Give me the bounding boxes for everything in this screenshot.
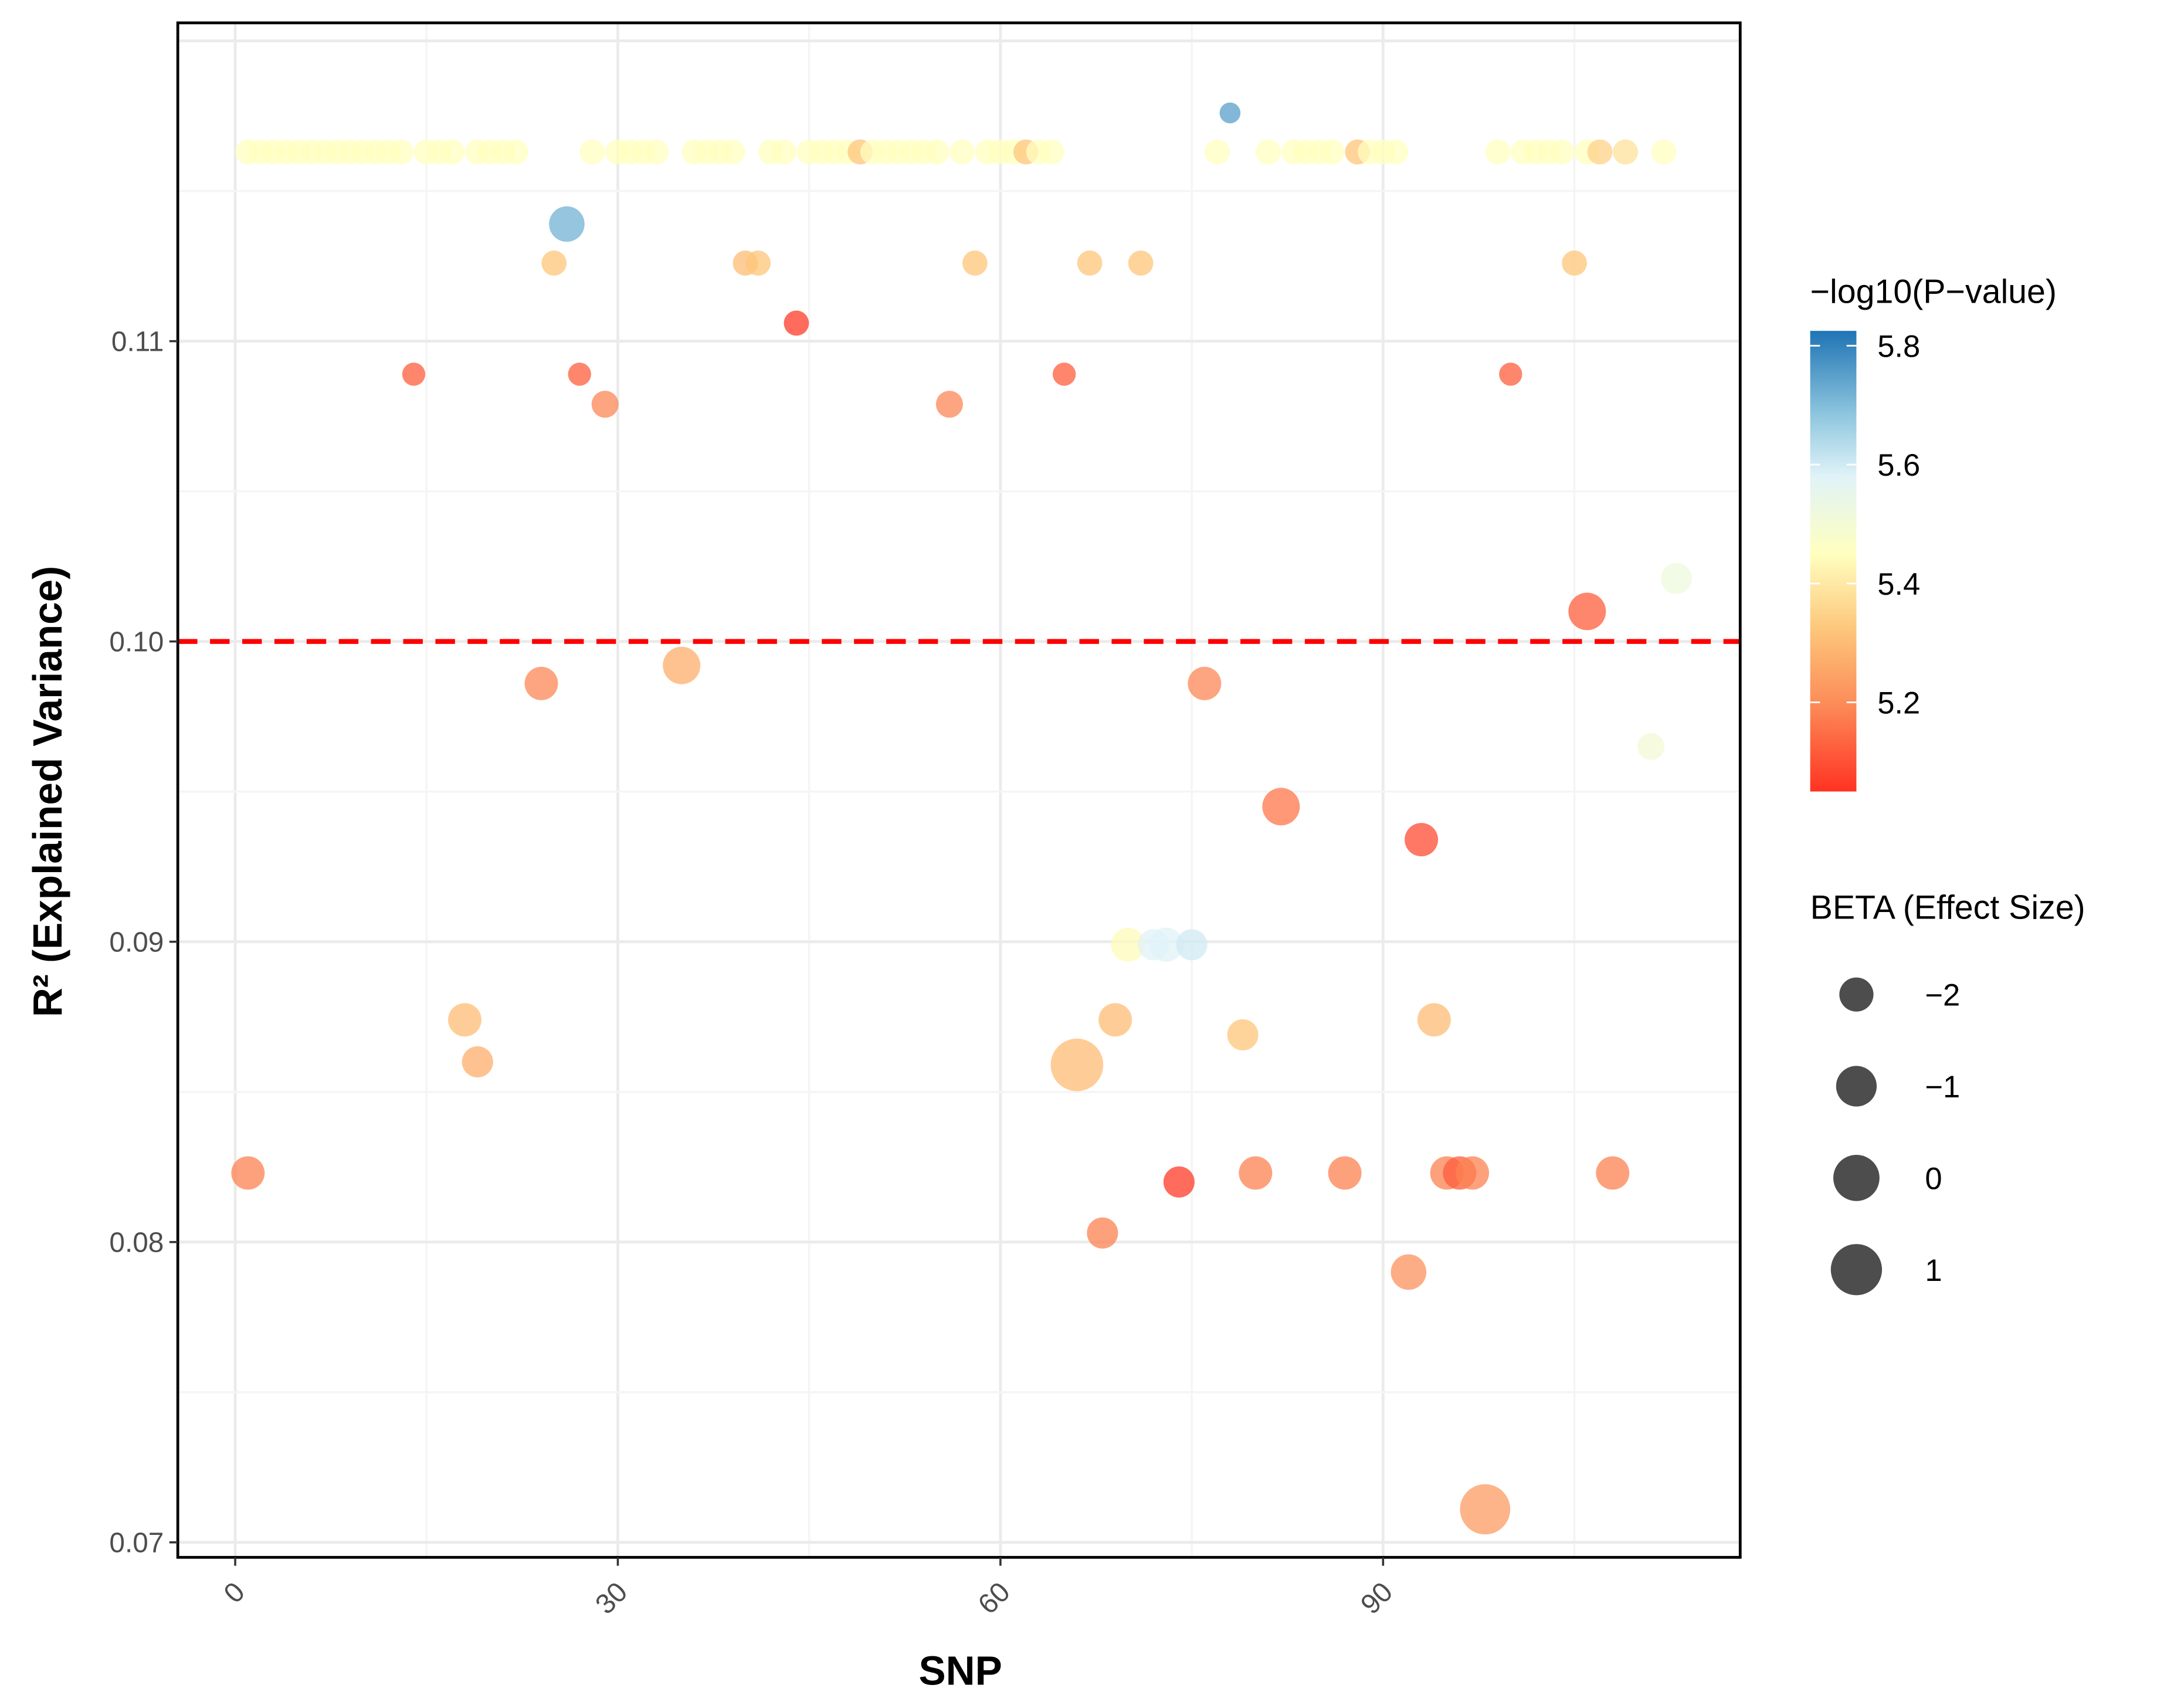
data-point — [388, 139, 414, 165]
colorbar — [1810, 331, 1857, 792]
data-points — [231, 102, 1693, 1535]
data-point — [1562, 250, 1587, 276]
colorbar-tick-label: 5.6 — [1877, 448, 1920, 483]
panel-border — [176, 21, 1742, 1559]
data-point — [448, 1003, 481, 1037]
size-legend: BETA (Effect Size) −2 −1 0 1 — [1810, 889, 2085, 1296]
data-point — [924, 139, 949, 165]
data-point — [949, 139, 975, 165]
y-tick-label: 0.10 — [109, 626, 164, 657]
data-point — [439, 139, 465, 165]
data-point — [1039, 139, 1064, 165]
data-point — [1111, 927, 1145, 962]
size-legend-swatch — [1833, 1154, 1880, 1201]
size-legend-title: BETA (Effect Size) — [1810, 889, 2085, 927]
data-point — [1613, 139, 1638, 165]
colorbar-tick-label: 5.2 — [1877, 686, 1920, 721]
size-legend-label: −2 — [1925, 978, 1960, 1013]
data-point — [579, 139, 605, 165]
data-point — [1227, 1019, 1259, 1050]
size-legend-swatch — [1839, 977, 1874, 1012]
color-legend-title: −log10(P−value) — [1810, 273, 2057, 310]
size-legend-swatch — [1830, 1244, 1883, 1296]
data-point — [1149, 927, 1183, 962]
y-tick-label: 0.08 — [109, 1227, 164, 1258]
x-axis-title: SNP — [918, 1648, 1002, 1694]
data-point — [402, 362, 426, 386]
data-point — [503, 139, 528, 165]
data-point — [663, 646, 701, 684]
size-legend-label: 0 — [1925, 1161, 1942, 1196]
color-legend: −log10(P−value) 5.8 5.6 5.4 5.2 — [1810, 273, 2057, 792]
colorbar-tick-label: 5.4 — [1877, 567, 1920, 602]
data-point — [1239, 1156, 1273, 1190]
data-point — [745, 250, 771, 276]
data-point — [1456, 1156, 1490, 1190]
data-point — [524, 666, 558, 700]
data-point — [1596, 1156, 1630, 1190]
data-point — [462, 1046, 493, 1078]
data-point — [1651, 139, 1677, 165]
y-tick-label: 0.09 — [109, 927, 164, 958]
data-point — [1485, 139, 1511, 165]
data-point — [1549, 139, 1575, 165]
data-point — [720, 139, 745, 165]
y-tick-label: 0.07 — [109, 1527, 164, 1558]
data-point — [1587, 139, 1613, 165]
y-axis-title: R² (Explained Variance) — [25, 566, 70, 1017]
y-axis: 0.07 0.08 0.09 0.10 0.11 — [109, 326, 178, 1558]
data-point — [1460, 1484, 1511, 1535]
data-point — [591, 391, 619, 418]
data-point — [1328, 1156, 1362, 1190]
data-point — [1637, 733, 1665, 760]
data-point — [1391, 1254, 1427, 1290]
data-point — [962, 250, 988, 276]
data-point — [1077, 250, 1103, 276]
y-tick-label: 0.11 — [111, 326, 164, 357]
data-point — [1256, 139, 1281, 165]
size-legend-label: −1 — [1925, 1070, 1960, 1104]
data-point — [541, 250, 567, 276]
data-point — [1660, 562, 1693, 594]
data-point — [935, 391, 963, 418]
data-point — [1052, 362, 1076, 386]
data-point — [1568, 592, 1606, 630]
data-point — [771, 139, 796, 165]
data-point — [1087, 1217, 1118, 1249]
data-point — [1098, 1003, 1132, 1037]
data-point — [1499, 362, 1522, 386]
data-point — [1188, 666, 1222, 700]
data-point — [1176, 929, 1208, 961]
data-point — [1417, 1003, 1451, 1037]
data-point — [1128, 250, 1154, 276]
data-point — [1405, 823, 1439, 857]
data-point — [784, 310, 809, 336]
data-point — [1319, 139, 1345, 165]
data-point — [1219, 102, 1241, 124]
data-point — [1050, 1038, 1104, 1091]
size-legend-label: 1 — [1925, 1253, 1942, 1288]
data-point — [643, 139, 669, 165]
colorbar-tick-label: 5.8 — [1877, 330, 1920, 364]
data-point — [549, 206, 585, 242]
size-legend-swatch — [1836, 1066, 1877, 1107]
data-point — [231, 1156, 265, 1190]
data-point — [1262, 788, 1300, 826]
data-point — [1163, 1166, 1195, 1198]
data-point — [1205, 139, 1230, 165]
data-point — [568, 362, 591, 386]
data-point — [1383, 139, 1409, 165]
